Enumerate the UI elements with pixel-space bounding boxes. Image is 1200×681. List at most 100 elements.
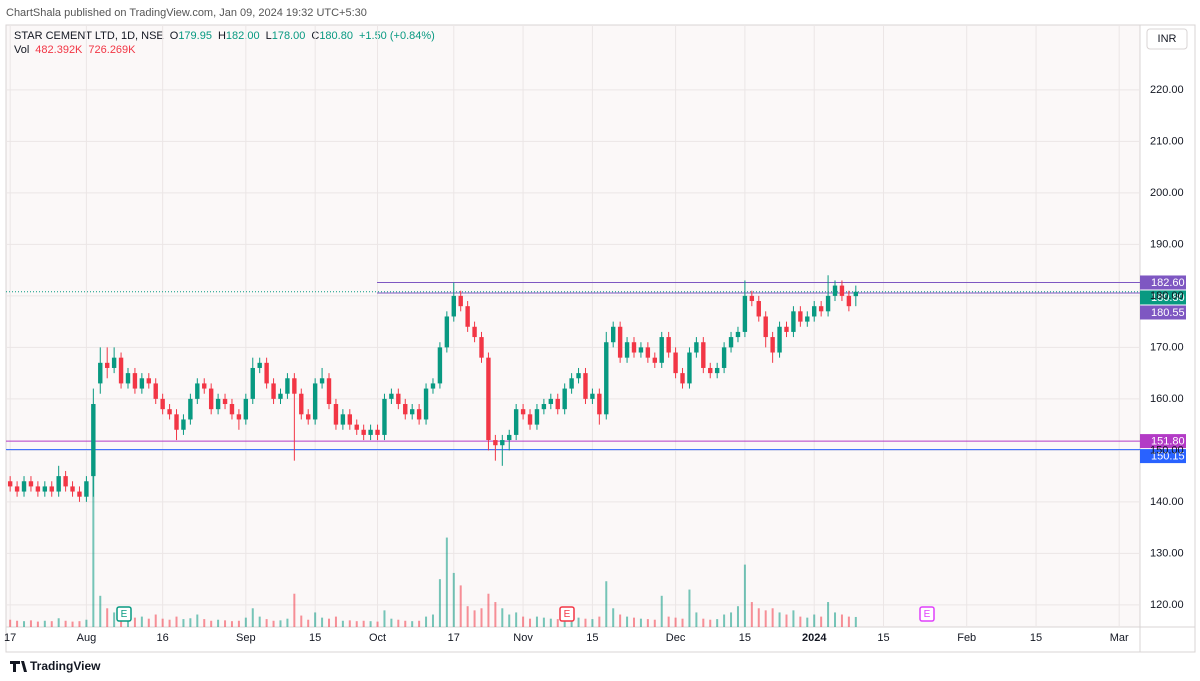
candle-body [638, 347, 644, 353]
volume-bar [23, 621, 26, 627]
volume-bar [154, 614, 157, 627]
candle-body [236, 414, 242, 420]
candle-body [347, 414, 353, 425]
y-tick-label: 210.00 [1150, 135, 1184, 147]
x-tick-label: Mar [1110, 632, 1129, 644]
volume-bar [50, 621, 53, 627]
volume-bar [106, 608, 109, 627]
y-tick-label: 160.00 [1150, 393, 1184, 405]
volume-bar [674, 617, 677, 627]
volume-bar [85, 619, 88, 627]
volume-bar [120, 616, 123, 627]
volume-bar [113, 612, 116, 627]
candle-body [396, 393, 401, 405]
volume-bar [237, 620, 240, 627]
candle-body [354, 424, 359, 430]
x-tick-label: 17 [448, 632, 460, 644]
volume-bar [251, 608, 254, 627]
volume-bar [9, 619, 12, 627]
candle-body [160, 398, 165, 410]
volume-bar [646, 619, 649, 627]
candle-body [229, 404, 235, 415]
volume-bar [334, 616, 337, 627]
volume-bar [702, 618, 705, 627]
candle-body [340, 414, 346, 425]
candle-body [569, 378, 574, 389]
candle-body [513, 409, 519, 435]
change: +1.50 (+0.84%) [359, 30, 435, 42]
candle-body [125, 373, 131, 384]
x-tick-label: 17 [4, 632, 16, 644]
candle-body [42, 486, 48, 492]
brand: TradingView [30, 659, 101, 673]
ohlc-key: L [266, 30, 272, 42]
volume-bar [730, 612, 733, 627]
event-label: E [564, 609, 571, 620]
volume-bar [57, 618, 60, 627]
candle-body [451, 295, 456, 317]
candle-body [583, 373, 588, 399]
candle-body [56, 476, 61, 492]
currency-button[interactable] [1146, 28, 1188, 50]
candles [7, 275, 859, 502]
volume-bar [78, 621, 81, 627]
candle-body [98, 362, 103, 384]
candle-body [812, 306, 817, 317]
level-badge [1140, 449, 1186, 464]
candle-body [105, 362, 110, 368]
event-marker [559, 606, 575, 622]
candle-body [70, 486, 75, 492]
plot-area [6, 25, 1140, 627]
candle-body [611, 326, 616, 343]
candle-body [548, 398, 554, 405]
volume-bar [300, 615, 303, 627]
candle-body [624, 342, 630, 358]
volume-bar [328, 618, 331, 627]
level-label: 180.80 [1151, 292, 1185, 304]
level-badge [1140, 434, 1186, 449]
volume-bar [743, 564, 746, 627]
volume-bar [452, 572, 455, 627]
volume-bar [230, 621, 233, 627]
candle-body [818, 306, 824, 312]
candle-body [659, 337, 664, 363]
volume-bar [494, 602, 497, 627]
volume-bar [307, 619, 310, 627]
candle-body [735, 331, 741, 338]
candle-body [687, 352, 692, 384]
candle-body [49, 486, 54, 492]
candle-body [306, 414, 311, 420]
candle-body [243, 398, 249, 420]
candle-body [118, 357, 124, 384]
candle-body [846, 295, 852, 307]
volume-bar [140, 616, 143, 627]
volume-bar [217, 619, 220, 627]
candle-body [631, 342, 637, 353]
candle-body [486, 357, 491, 441]
candle-body [195, 383, 200, 399]
candle-body [597, 393, 602, 415]
y-tick-label: 190.00 [1150, 238, 1184, 250]
volume-bar [16, 620, 19, 627]
volume-bar [411, 621, 414, 627]
x-tick-label: Aug [77, 632, 97, 644]
candle-body [784, 326, 789, 332]
candle-body [14, 486, 20, 492]
level-label: 150.15 [1151, 451, 1185, 463]
volume-bar [314, 612, 317, 627]
candle-body [472, 326, 477, 338]
candle-body [208, 388, 214, 410]
candle-body [174, 414, 179, 430]
candle-body [728, 337, 734, 348]
volume-bar [598, 616, 601, 627]
volume-bar [577, 617, 580, 627]
candle-body [541, 404, 547, 410]
candle-body [673, 352, 678, 374]
volume-ma: 726.269K [88, 44, 136, 56]
candle-body [361, 429, 366, 435]
currency[interactable]: INR [1158, 33, 1177, 45]
candle-body [742, 295, 748, 332]
volume-bar [792, 610, 795, 627]
